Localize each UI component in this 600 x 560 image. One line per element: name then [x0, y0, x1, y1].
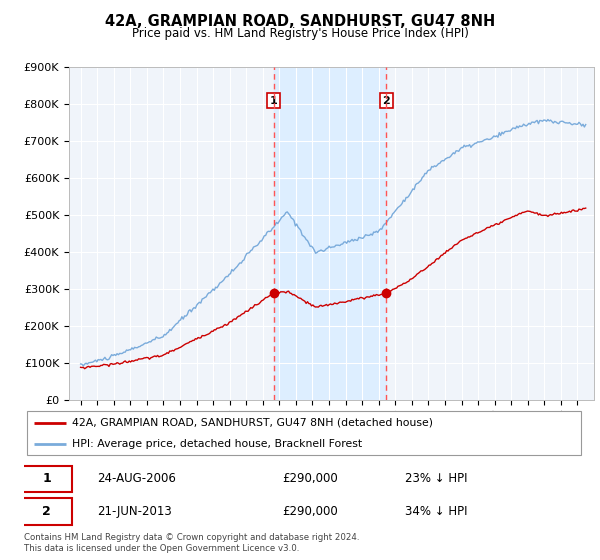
Text: 21-JUN-2013: 21-JUN-2013 — [97, 505, 172, 518]
Text: 42A, GRAMPIAN ROAD, SANDHURST, GU47 8NH: 42A, GRAMPIAN ROAD, SANDHURST, GU47 8NH — [105, 14, 495, 29]
FancyBboxPatch shape — [27, 412, 581, 455]
Text: 24-AUG-2006: 24-AUG-2006 — [97, 472, 176, 486]
Text: £290,000: £290,000 — [282, 505, 338, 518]
Text: 23% ↓ HPI: 23% ↓ HPI — [406, 472, 468, 486]
Text: Price paid vs. HM Land Registry's House Price Index (HPI): Price paid vs. HM Land Registry's House … — [131, 27, 469, 40]
Text: 2: 2 — [383, 96, 391, 105]
Text: 1: 1 — [42, 472, 51, 486]
Text: 1: 1 — [269, 96, 277, 105]
Text: 34% ↓ HPI: 34% ↓ HPI — [406, 505, 468, 518]
Text: Contains HM Land Registry data © Crown copyright and database right 2024.
This d: Contains HM Land Registry data © Crown c… — [24, 533, 359, 553]
Text: £290,000: £290,000 — [282, 472, 338, 486]
FancyBboxPatch shape — [21, 465, 71, 492]
Text: HPI: Average price, detached house, Bracknell Forest: HPI: Average price, detached house, Brac… — [71, 439, 362, 449]
FancyBboxPatch shape — [21, 498, 71, 525]
Bar — [274, 67, 386, 400]
Text: 42A, GRAMPIAN ROAD, SANDHURST, GU47 8NH (detached house): 42A, GRAMPIAN ROAD, SANDHURST, GU47 8NH … — [71, 418, 433, 428]
Text: 2: 2 — [42, 505, 51, 518]
